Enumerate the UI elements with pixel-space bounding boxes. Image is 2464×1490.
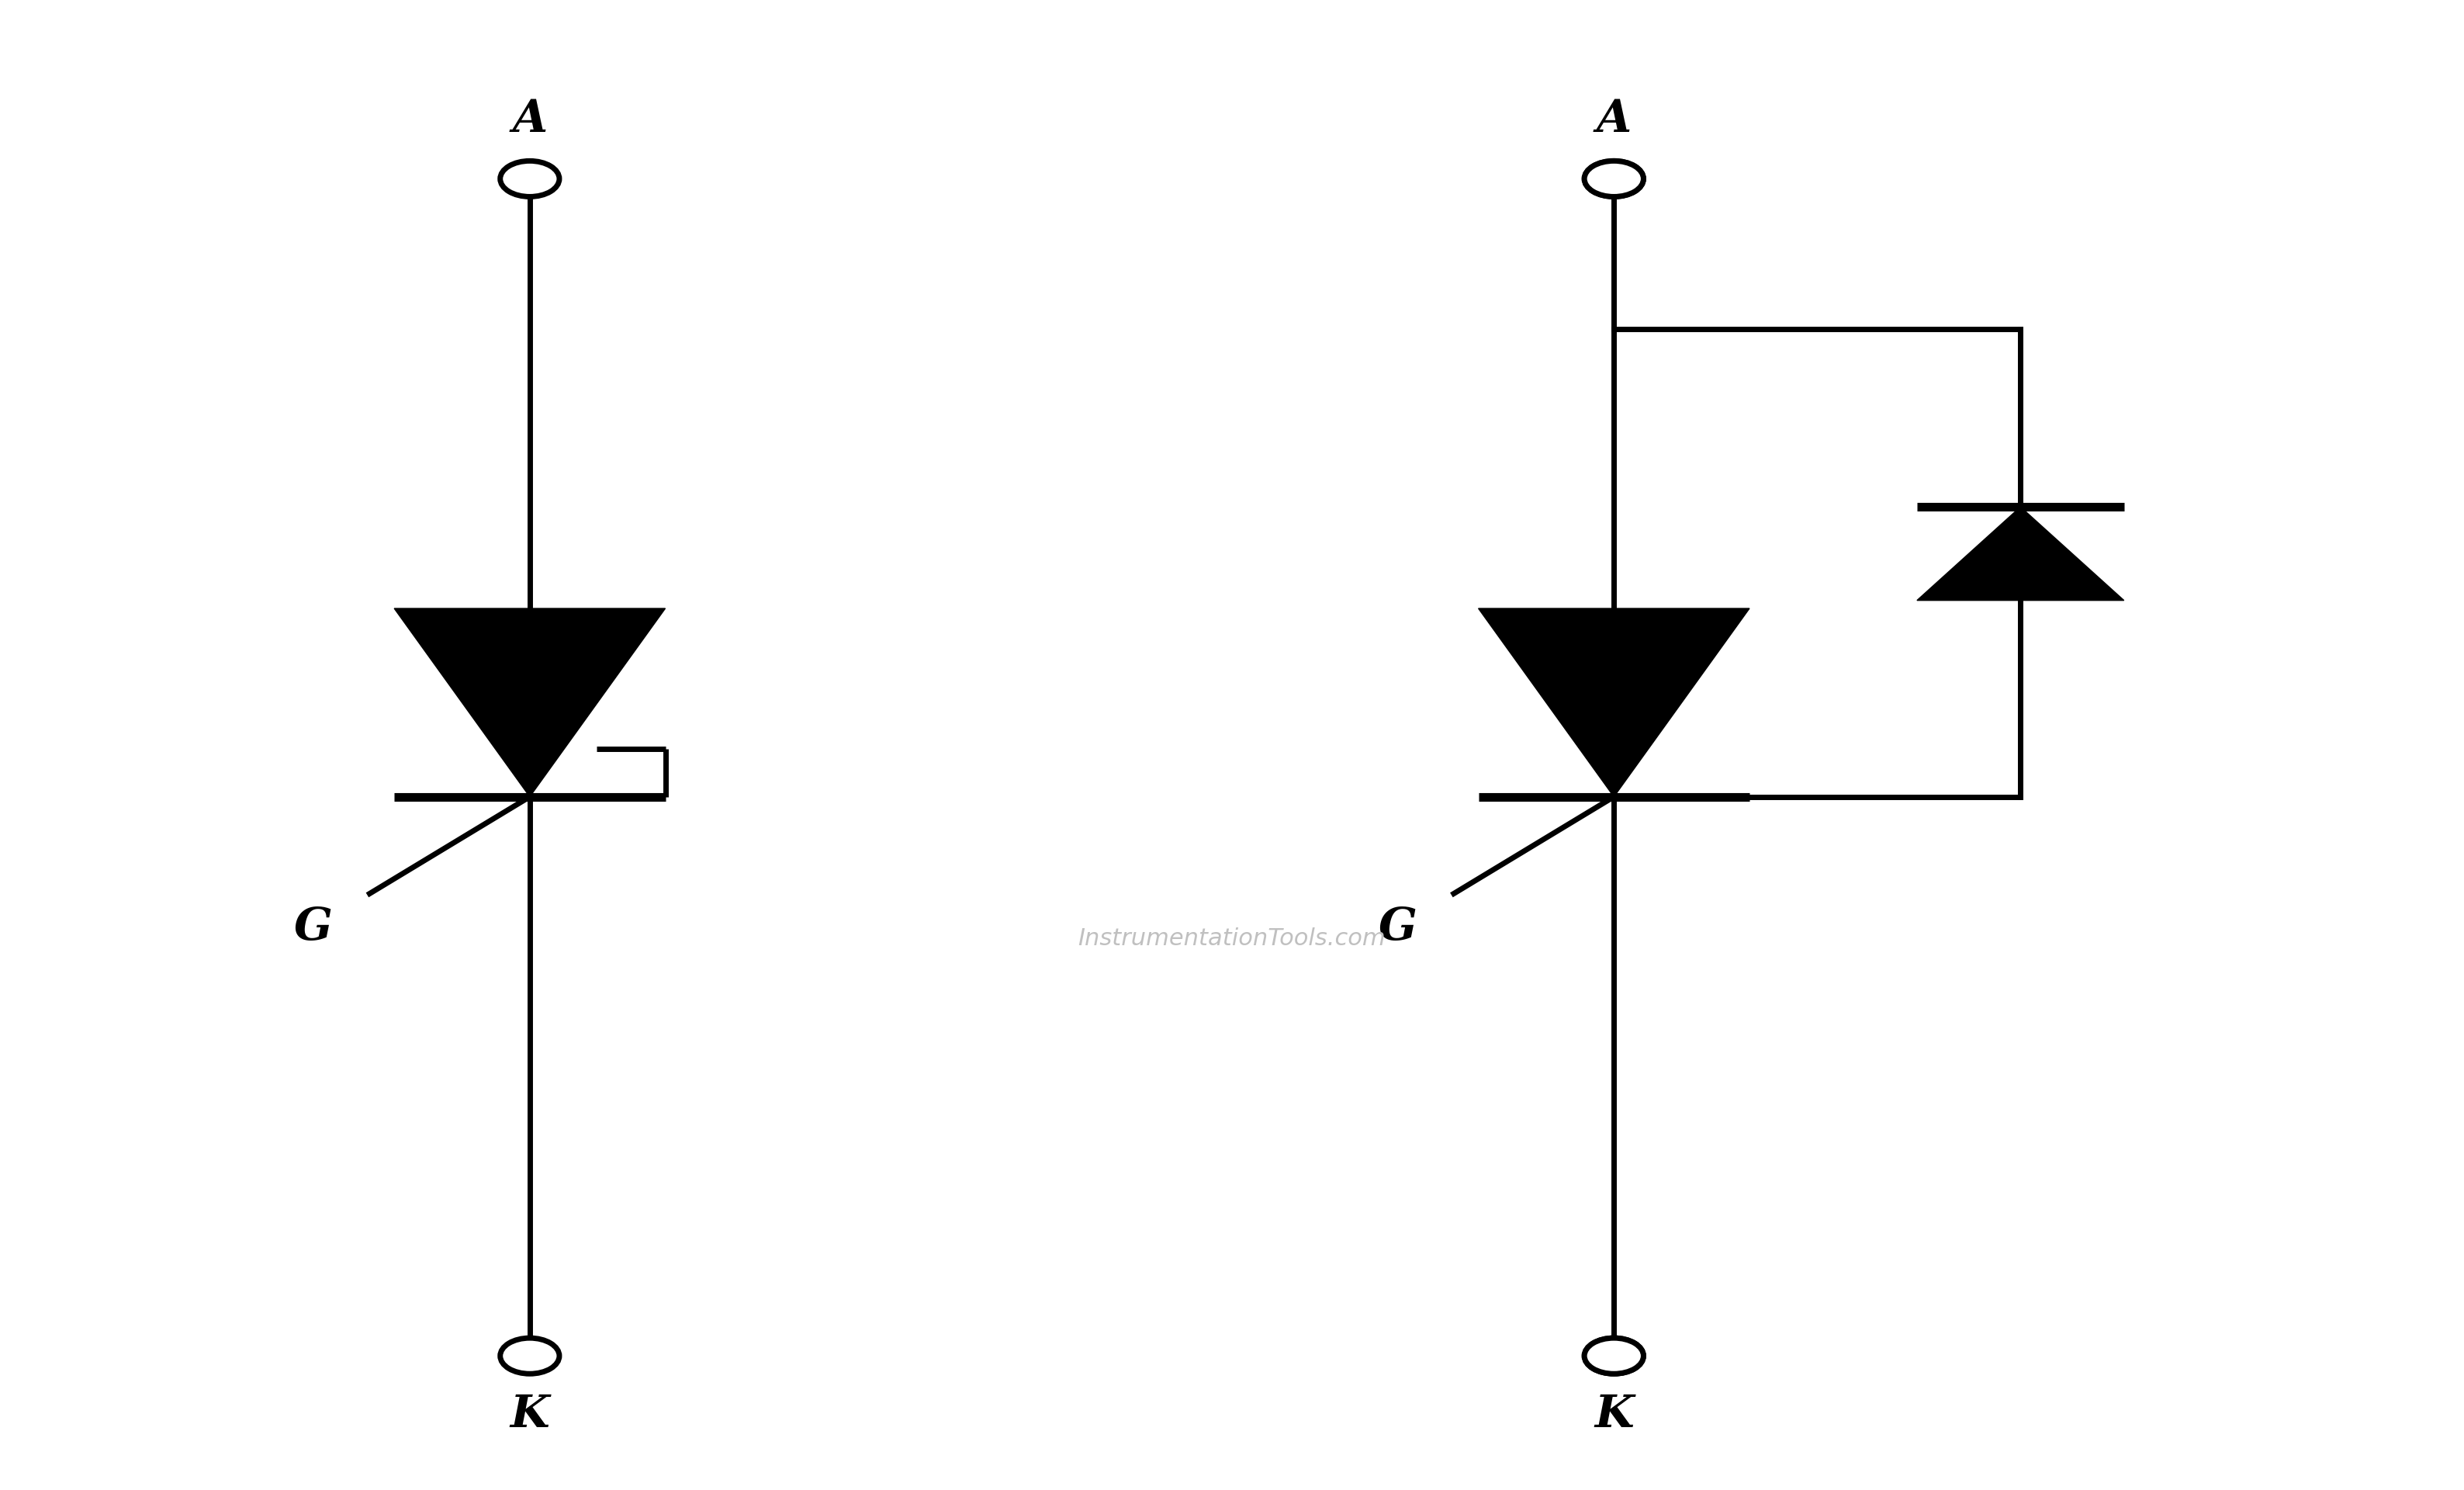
Circle shape xyxy=(1584,1338,1643,1374)
Circle shape xyxy=(500,1338,559,1374)
Polygon shape xyxy=(1478,608,1749,797)
Text: G: G xyxy=(293,906,333,949)
Circle shape xyxy=(1584,161,1643,197)
Text: K: K xyxy=(1594,1393,1634,1436)
Polygon shape xyxy=(394,608,665,797)
Polygon shape xyxy=(1917,507,2124,600)
Text: G: G xyxy=(1377,906,1417,949)
Circle shape xyxy=(1584,161,1643,197)
Text: K: K xyxy=(510,1393,549,1436)
Text: InstrumentationTools.com: InstrumentationTools.com xyxy=(1079,927,1385,951)
Circle shape xyxy=(1584,1338,1643,1374)
Text: A: A xyxy=(513,98,547,142)
Circle shape xyxy=(500,161,559,197)
Text: A: A xyxy=(1597,98,1631,142)
